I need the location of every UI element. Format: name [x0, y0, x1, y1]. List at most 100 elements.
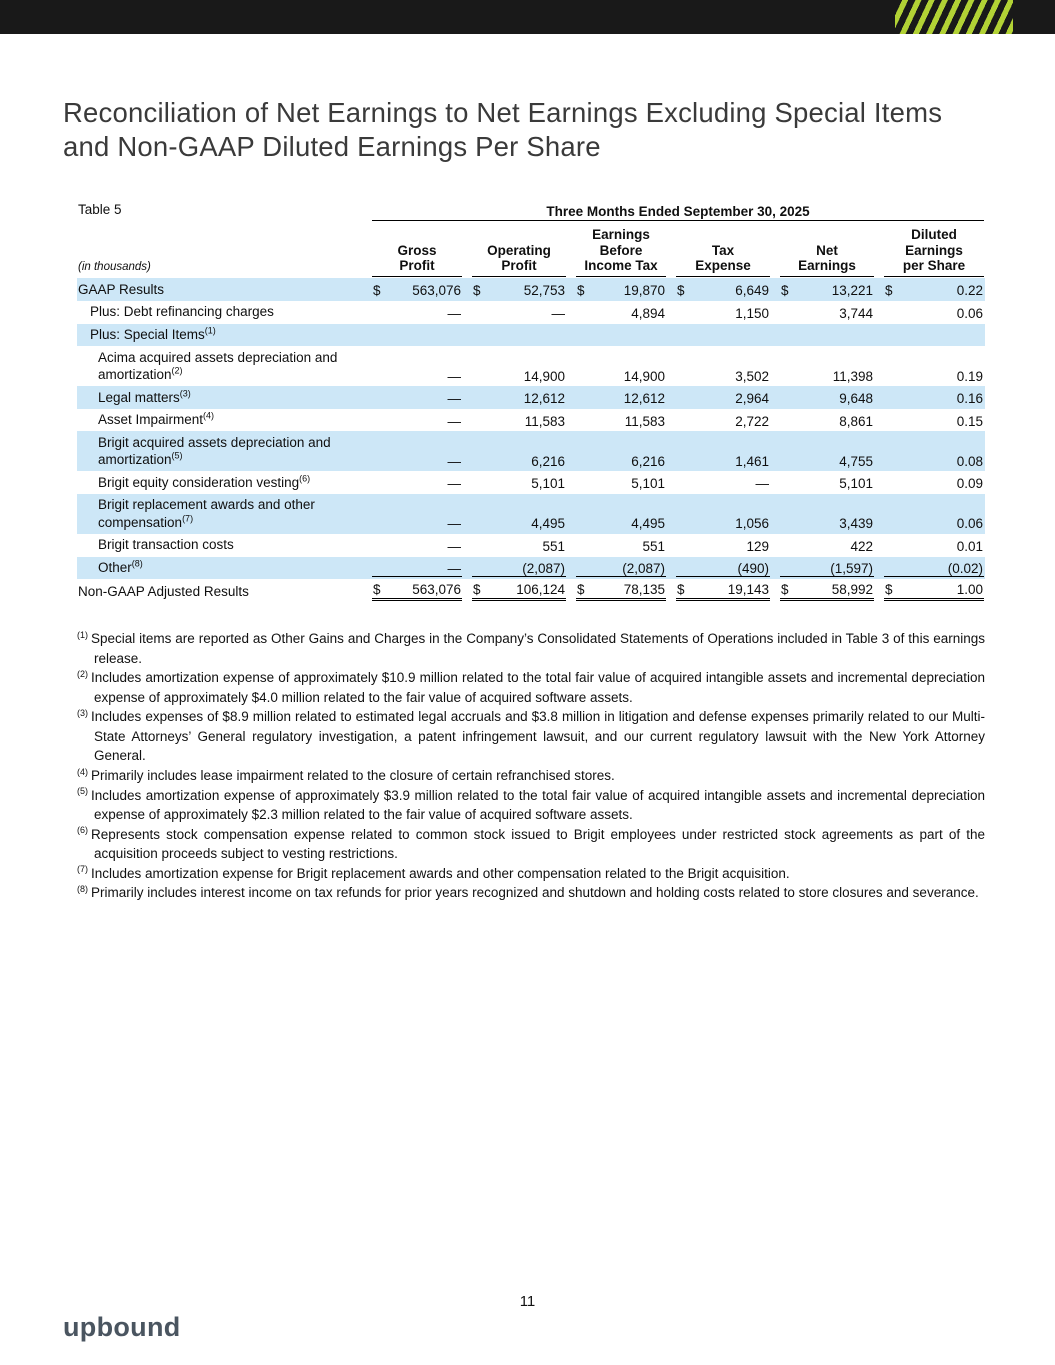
column-header-cell: Earnings Before Income Tax: [567, 222, 667, 279]
currency-symbol: $: [373, 283, 381, 299]
row-label-cell: Brigit equity consideration vesting(6): [77, 471, 363, 494]
currency-symbol: $: [885, 283, 893, 299]
column-header-row: (in thousands) Gross Profit Operating Pr…: [77, 222, 985, 279]
value-cell: 0.08: [875, 431, 985, 471]
footnote: (4) Primarily includes lease impairment r…: [77, 766, 985, 786]
footnote: (3) Includes expenses of $8.9 million rel…: [77, 707, 985, 766]
value-cell: $13,221: [771, 278, 875, 301]
value-cell: (0.02): [875, 557, 985, 580]
value-cell: 2,964: [667, 386, 771, 409]
table-row: Brigit acquired assets depreciation and …: [77, 431, 986, 472]
value-cell: 0.19: [875, 346, 985, 386]
value-cell: $52,753: [463, 278, 567, 301]
value-cell: 0.01: [875, 534, 985, 557]
row-label-cell: Acima acquired assets depreciation and a…: [77, 346, 363, 386]
value-cell: —: [363, 534, 463, 557]
row-label: Brigit replacement awards and other comp…: [98, 497, 315, 530]
footnote-marker: (8): [77, 883, 88, 894]
row-label-cell: GAAP Results: [77, 278, 363, 301]
value-cell: 551: [463, 534, 567, 557]
value-cell: 0.06: [875, 301, 985, 324]
column-header-cell: Operating Profit: [463, 222, 567, 279]
value-cell: [771, 324, 875, 347]
value-cell: 1,056: [667, 494, 771, 534]
cell-value: 2,964: [735, 391, 769, 407]
cell-value: (0.02): [947, 560, 984, 576]
row-label: Brigit equity consideration vesting: [98, 474, 300, 490]
value-cell: 9,648: [771, 386, 875, 409]
value-cell: 0.06: [875, 494, 985, 534]
footnote: (2) Includes amortization expense of appr…: [77, 668, 985, 707]
cell-value: 1,056: [735, 516, 769, 532]
cell-value: 4,495: [631, 516, 665, 532]
value-cell: —: [363, 431, 463, 471]
footnote-ref: (4): [203, 410, 215, 421]
cell-value: 129: [746, 539, 769, 555]
cell-value: 0.09: [956, 476, 984, 492]
cell-value: 14,900: [523, 368, 565, 384]
column-header: Earnings Before Income Tax: [576, 227, 666, 278]
cell-value: 551: [642, 539, 665, 555]
page-title: Reconciliation of Net Earnings to Net Ea…: [63, 97, 943, 162]
cell-value: 106,124: [516, 581, 565, 597]
value-cell: 4,495: [463, 494, 567, 534]
footnote-ref: (3): [179, 388, 191, 399]
value-cell: 11,583: [567, 409, 667, 432]
cell-value: 0.16: [956, 391, 984, 407]
value-cell: $0.22: [875, 278, 985, 301]
cell-value: —: [755, 476, 770, 492]
header-bar: [0, 0, 1055, 34]
footnote-text: Primarily includes lease impairment rela…: [91, 768, 615, 783]
value-cell: 4,894: [567, 301, 667, 324]
footnote-ref: (5): [171, 450, 183, 461]
cell-value: —: [447, 516, 462, 532]
currency-symbol: $: [677, 581, 685, 597]
value-cell: 3,439: [771, 494, 875, 534]
cell-value: 0.19: [956, 368, 984, 384]
footnote-marker: (1): [77, 629, 88, 640]
cell-value: 0.15: [956, 413, 984, 429]
column-header: Net Earnings: [780, 243, 874, 278]
cell-value: 2,722: [735, 413, 769, 429]
cell-value: 563,076: [412, 283, 461, 299]
currency-symbol: $: [677, 283, 685, 299]
table-row: Brigit equity consideration vesting(6) —…: [77, 471, 985, 494]
value-cell: [567, 324, 667, 347]
row-label: Legal matters: [98, 389, 180, 405]
currency-symbol: $: [473, 283, 481, 299]
value-cell: —: [363, 346, 463, 386]
footnote-marker: (7): [77, 864, 88, 875]
value-cell: $58,992: [771, 579, 875, 603]
footnote: (5) Includes amortization expense of appr…: [77, 786, 985, 825]
cell-value: 6,216: [531, 453, 565, 469]
value-cell: 6,216: [463, 431, 567, 471]
value-cell: 3,744: [771, 301, 875, 324]
row-label: Plus: Special Items: [90, 327, 205, 342]
value-cell: —: [667, 471, 771, 494]
row-label: Plus: Debt refinancing charges: [90, 304, 274, 320]
row-label: GAAP Results: [78, 281, 165, 297]
value-cell: [667, 324, 771, 347]
value-cell: [463, 324, 567, 347]
value-cell: —: [363, 494, 463, 534]
cell-value: —: [447, 368, 462, 384]
value-cell: 2,722: [667, 409, 771, 432]
value-cell: $19,143: [667, 579, 771, 603]
value-cell: 5,101: [567, 471, 667, 494]
cell-value: 11,583: [624, 413, 665, 429]
cell-value: 12,612: [623, 391, 665, 407]
row-label: Brigit transaction costs: [98, 537, 234, 553]
currency-symbol: $: [577, 283, 585, 299]
cell-value: 0.08: [956, 453, 984, 469]
footnote: (8) Primarily includes interest income on…: [77, 883, 985, 903]
cell-value: (490): [737, 560, 769, 576]
row-label-cell: Plus: Debt refinancing charges: [77, 301, 363, 324]
value-cell: 0.16: [875, 386, 985, 409]
cell-value: —: [447, 306, 462, 321]
footnote-text: Special items are reported as Other Gain…: [91, 631, 985, 666]
value-cell: $563,076: [363, 278, 463, 301]
column-header-cell: Net Earnings: [771, 222, 875, 279]
cell-value: 3,502: [735, 368, 769, 384]
value-cell: 11,398: [771, 346, 875, 386]
cell-value: 78,135: [623, 581, 665, 597]
